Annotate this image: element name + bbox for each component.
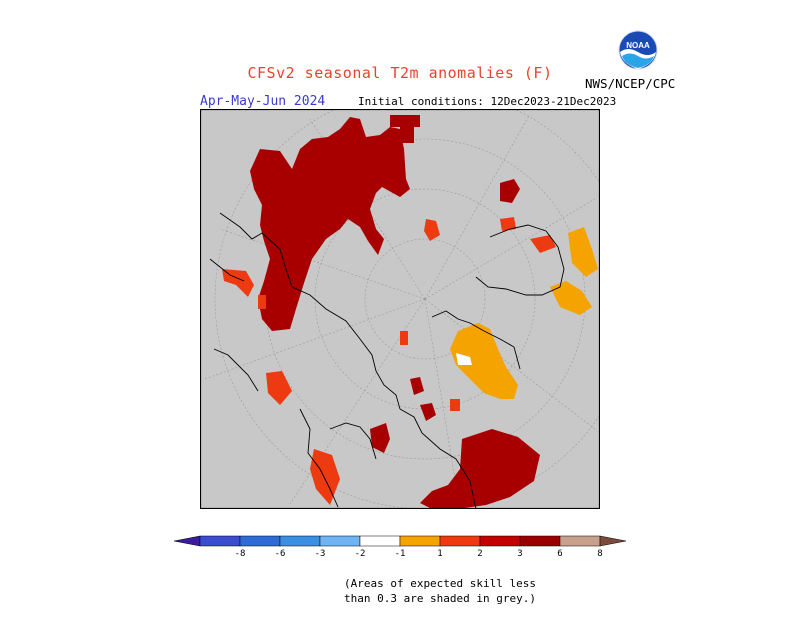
polar-anomaly-map: [200, 109, 600, 509]
skill-note-line1: (Areas of expected skill less: [343, 577, 537, 590]
anomaly-eurasia: [250, 115, 520, 331]
colorbar-cell: [399, 535, 441, 547]
coastlines: [209, 212, 565, 509]
map-title: CFSv2 seasonal T2m anomalies (F): [247, 64, 553, 82]
colorbar-tick-label: 6: [557, 549, 562, 558]
initial-conditions-label: Initial conditions: 12Dec2023-21Dec2023: [358, 95, 617, 108]
colorbar-tick-label: -2: [355, 549, 366, 558]
colorbar-cell: [359, 535, 401, 547]
colorbar-tick-label: -3: [315, 549, 326, 558]
anomaly-north-america: [370, 377, 540, 509]
colorbar-cell: [319, 535, 361, 547]
colorbar-tick-label: 2: [477, 549, 482, 558]
colorbar-cell: [199, 535, 241, 547]
anomaly-orange-patches: [450, 227, 598, 399]
colorbar-cell: [559, 535, 601, 547]
colorbar-cell: [239, 535, 281, 547]
colorbar-cell: [279, 535, 321, 547]
colorbar-cell: [519, 535, 561, 547]
skill-note: (Areas of expected skill less than 0.3 a…: [330, 576, 550, 606]
colorbar-left-arrow: [173, 535, 201, 547]
skill-note-line2: than 0.3 are shaded in grey.): [343, 592, 537, 605]
noaa-logo: NOAA: [618, 30, 658, 70]
colorbar-tick-label: 3: [517, 549, 522, 558]
agency-label: NWS/NCEP/CPC: [585, 76, 676, 91]
colorbar-cell: [439, 535, 481, 547]
colorbar: -8 -6 -3 -2 -1 1 2 3 6 8: [173, 535, 627, 558]
greenland-white-patch: [456, 353, 472, 365]
colorbar-cell: [479, 535, 521, 547]
colorbar-tick-label: -8: [235, 549, 246, 558]
logo-text: NOAA: [626, 41, 650, 50]
map-frame: [200, 109, 600, 509]
colorbar-tick-label: 8: [597, 549, 602, 558]
colorbar-tick-label: 1: [437, 549, 442, 558]
colorbar-tick-label: -6: [275, 549, 286, 558]
season-label: Apr-May-Jun 2024: [200, 94, 326, 109]
colorbar-tick-label: -1: [395, 549, 406, 558]
colorbar-right-arrow: [599, 535, 627, 547]
